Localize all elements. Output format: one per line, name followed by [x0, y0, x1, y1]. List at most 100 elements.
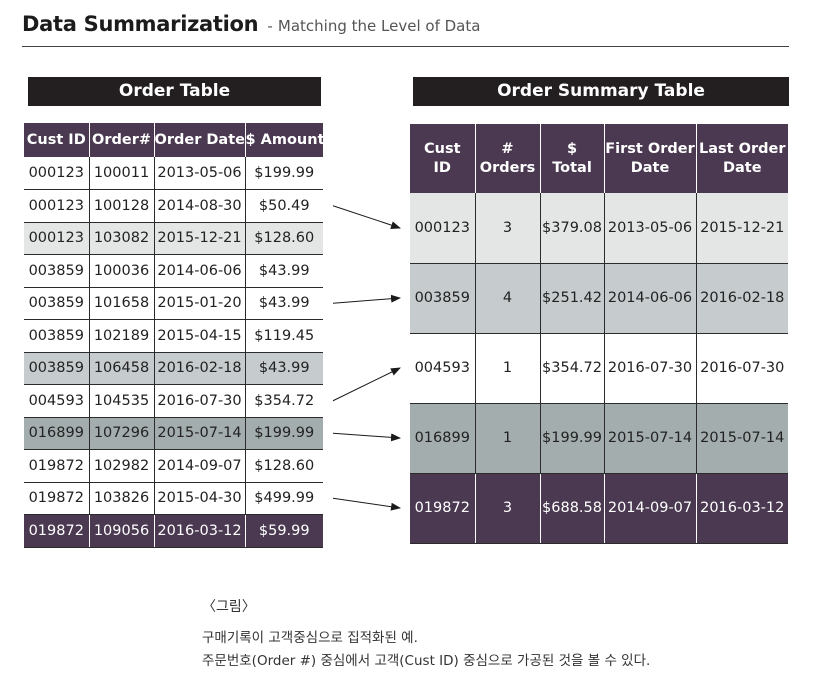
summary-table-header-cell: $ Total: [540, 124, 605, 193]
summary-table-header-cell: Last Order Date: [696, 124, 788, 193]
order-table-header-row: Cust ID Order# Order Date $ Amount: [24, 123, 323, 157]
summary-table-cell: 2014-06-06: [604, 263, 697, 334]
summary-table-row: 016899 1 $199.99 2015-07-14 2015-07-14: [410, 403, 788, 474]
order-table-cell: 2014-08-30: [154, 189, 246, 223]
summary-table-cell: 3: [475, 193, 541, 264]
summary-table-cell: 2016-02-18: [696, 263, 788, 334]
order-table-cell: 016899: [24, 417, 90, 450]
order-table-cell: 103826: [89, 482, 155, 515]
order-table-cell: 2015-04-30: [154, 482, 246, 515]
order-table-cell: 004593: [24, 384, 90, 418]
order-table-cell: $43.99: [245, 254, 323, 288]
connector-arrow: [332, 294, 401, 304]
summary-table-header-cell: Cust ID: [410, 124, 476, 193]
connector-arrow: [332, 367, 401, 402]
order-table-cell: 102982: [89, 449, 155, 483]
summary-table-cell: 004593: [410, 333, 476, 404]
summary-table-cell: $379.08: [540, 193, 605, 264]
order-table-cell: 003859: [24, 319, 90, 353]
summary-header-line: Cust: [423, 141, 461, 158]
order-table-cell: $499.99: [245, 482, 323, 515]
order-table-cell: 019872: [24, 514, 90, 548]
summary-header-line: Orders: [479, 159, 536, 176]
summary-table-cell: 4: [475, 263, 541, 334]
summary-table-body: 000123 3 $379.08 2013-05-06 2015-12-21 003859…: [410, 193, 788, 544]
summary-table: Cust ID # Orders $ Total First Order Date Last O…: [410, 124, 788, 544]
summary-header-line: Date: [630, 159, 670, 176]
order-table-row: 004593 104535 2016-07-30 $354.72: [24, 384, 323, 418]
order-table-cell: 102189: [89, 319, 155, 353]
summary-table-cell: 1: [475, 403, 541, 474]
summary-table-cell: 2015-12-21: [696, 193, 788, 264]
order-table-cell: $199.99: [245, 157, 323, 190]
order-table-cell: $119.45: [245, 319, 323, 353]
summary-table-cell: 2016-03-12: [696, 473, 788, 544]
summary-header-line: #: [501, 141, 514, 158]
summary-table-cell: 016899: [410, 403, 476, 474]
order-table-row: 000123 100011 2013-05-06 $199.99: [24, 157, 323, 190]
order-table-cell: 2015-12-21: [154, 222, 246, 255]
summary-table-row: 019872 3 $688.58 2014-09-07 2016-03-12: [410, 473, 788, 544]
order-table-cell: 003859: [24, 254, 90, 288]
order-table-cell: 104535: [89, 384, 155, 418]
order-table-cell: $128.60: [245, 222, 323, 255]
summary-table-cell: 2014-09-07: [604, 473, 697, 544]
connector-arrow: [332, 205, 401, 229]
summary-header-line: Date: [722, 159, 762, 176]
summary-table-cell: 3: [475, 473, 541, 544]
order-table-cell: 000123: [24, 157, 90, 190]
summary-header-line: $: [566, 141, 578, 158]
summary-header-line: Last Order: [699, 141, 786, 158]
order-table-header-cell: $ Amount: [245, 123, 323, 157]
order-table-cell: 101658: [89, 287, 155, 320]
order-table-cell: 2014-06-06: [154, 254, 246, 288]
order-table-cell: 003859: [24, 352, 90, 385]
summary-table-cell: 2013-05-06: [604, 193, 697, 264]
summary-table-cell: $688.58: [540, 473, 605, 544]
order-table-cell: 019872: [24, 482, 90, 515]
order-table-row: 019872 109056 2016-03-12 $59.99: [24, 514, 323, 548]
order-table-cell: 100128: [89, 189, 155, 223]
order-table-title: Order Table: [28, 77, 321, 106]
order-table-cell: $354.72: [245, 384, 323, 418]
order-table-header-cell: Order Date: [154, 123, 246, 157]
order-table-row: 003859 106458 2016-02-18 $43.99: [24, 352, 323, 385]
order-table-row: 003859 102189 2015-04-15 $119.45: [24, 319, 323, 353]
order-table-cell: 2013-05-06: [154, 157, 246, 190]
summary-table-cell: 2015-07-14: [696, 403, 788, 474]
page-title: Data Summarization - Matching the Level …: [22, 12, 480, 36]
order-table-cell: 100011: [89, 157, 155, 190]
summary-header-line: First Order: [605, 141, 695, 158]
summary-table-cell: $199.99: [540, 403, 605, 474]
summary-table-title: Order Summary Table: [413, 77, 789, 106]
order-table-cell: 003859: [24, 287, 90, 320]
order-table-cell: 2014-09-07: [154, 449, 246, 483]
page-title-main: Data Summarization: [22, 12, 259, 36]
order-table-cell: 2016-07-30: [154, 384, 246, 418]
caption-line-2: 주문번호(Order #) 중심에서 고객(Cust ID) 중심으로 가공된 …: [202, 653, 651, 669]
order-table-cell: 2015-07-14: [154, 417, 246, 450]
order-table-cell: 2015-01-20: [154, 287, 246, 320]
order-table-cell: 106458: [89, 352, 155, 385]
order-table-row: 003859 101658 2015-01-20 $43.99: [24, 287, 323, 320]
order-table-row: 000123 100128 2014-08-30 $50.49: [24, 189, 323, 223]
summary-table-row: 000123 3 $379.08 2013-05-06 2015-12-21: [410, 193, 788, 264]
order-table-row: 003859 100036 2014-06-06 $43.99: [24, 254, 323, 288]
order-table-cell: 107296: [89, 417, 155, 450]
order-table-cell: 019872: [24, 449, 90, 483]
order-table-cell: $50.49: [245, 189, 323, 223]
summary-table-cell: 2016-07-30: [604, 333, 697, 404]
order-table-cell: $43.99: [245, 287, 323, 320]
connector-arrow: [332, 432, 401, 442]
summary-table-row: 003859 4 $251.42 2014-06-06 2016-02-18: [410, 263, 788, 334]
order-table-body: 000123 100011 2013-05-06 $199.99 000123 10012…: [24, 157, 323, 548]
figure-label: 〈그림〉: [202, 599, 256, 615]
order-table-cell: 100036: [89, 254, 155, 288]
order-table-header-cell: Order#: [89, 123, 155, 157]
summary-table-header-cell: First Order Date: [604, 124, 697, 193]
summary-header-line: ID: [433, 159, 451, 176]
summary-table-cell: 003859: [410, 263, 476, 334]
order-table: Cust ID Order# Order Date $ Amount 000123 10…: [24, 123, 323, 548]
order-table-cell: 000123: [24, 189, 90, 223]
title-divider: [22, 46, 789, 47]
